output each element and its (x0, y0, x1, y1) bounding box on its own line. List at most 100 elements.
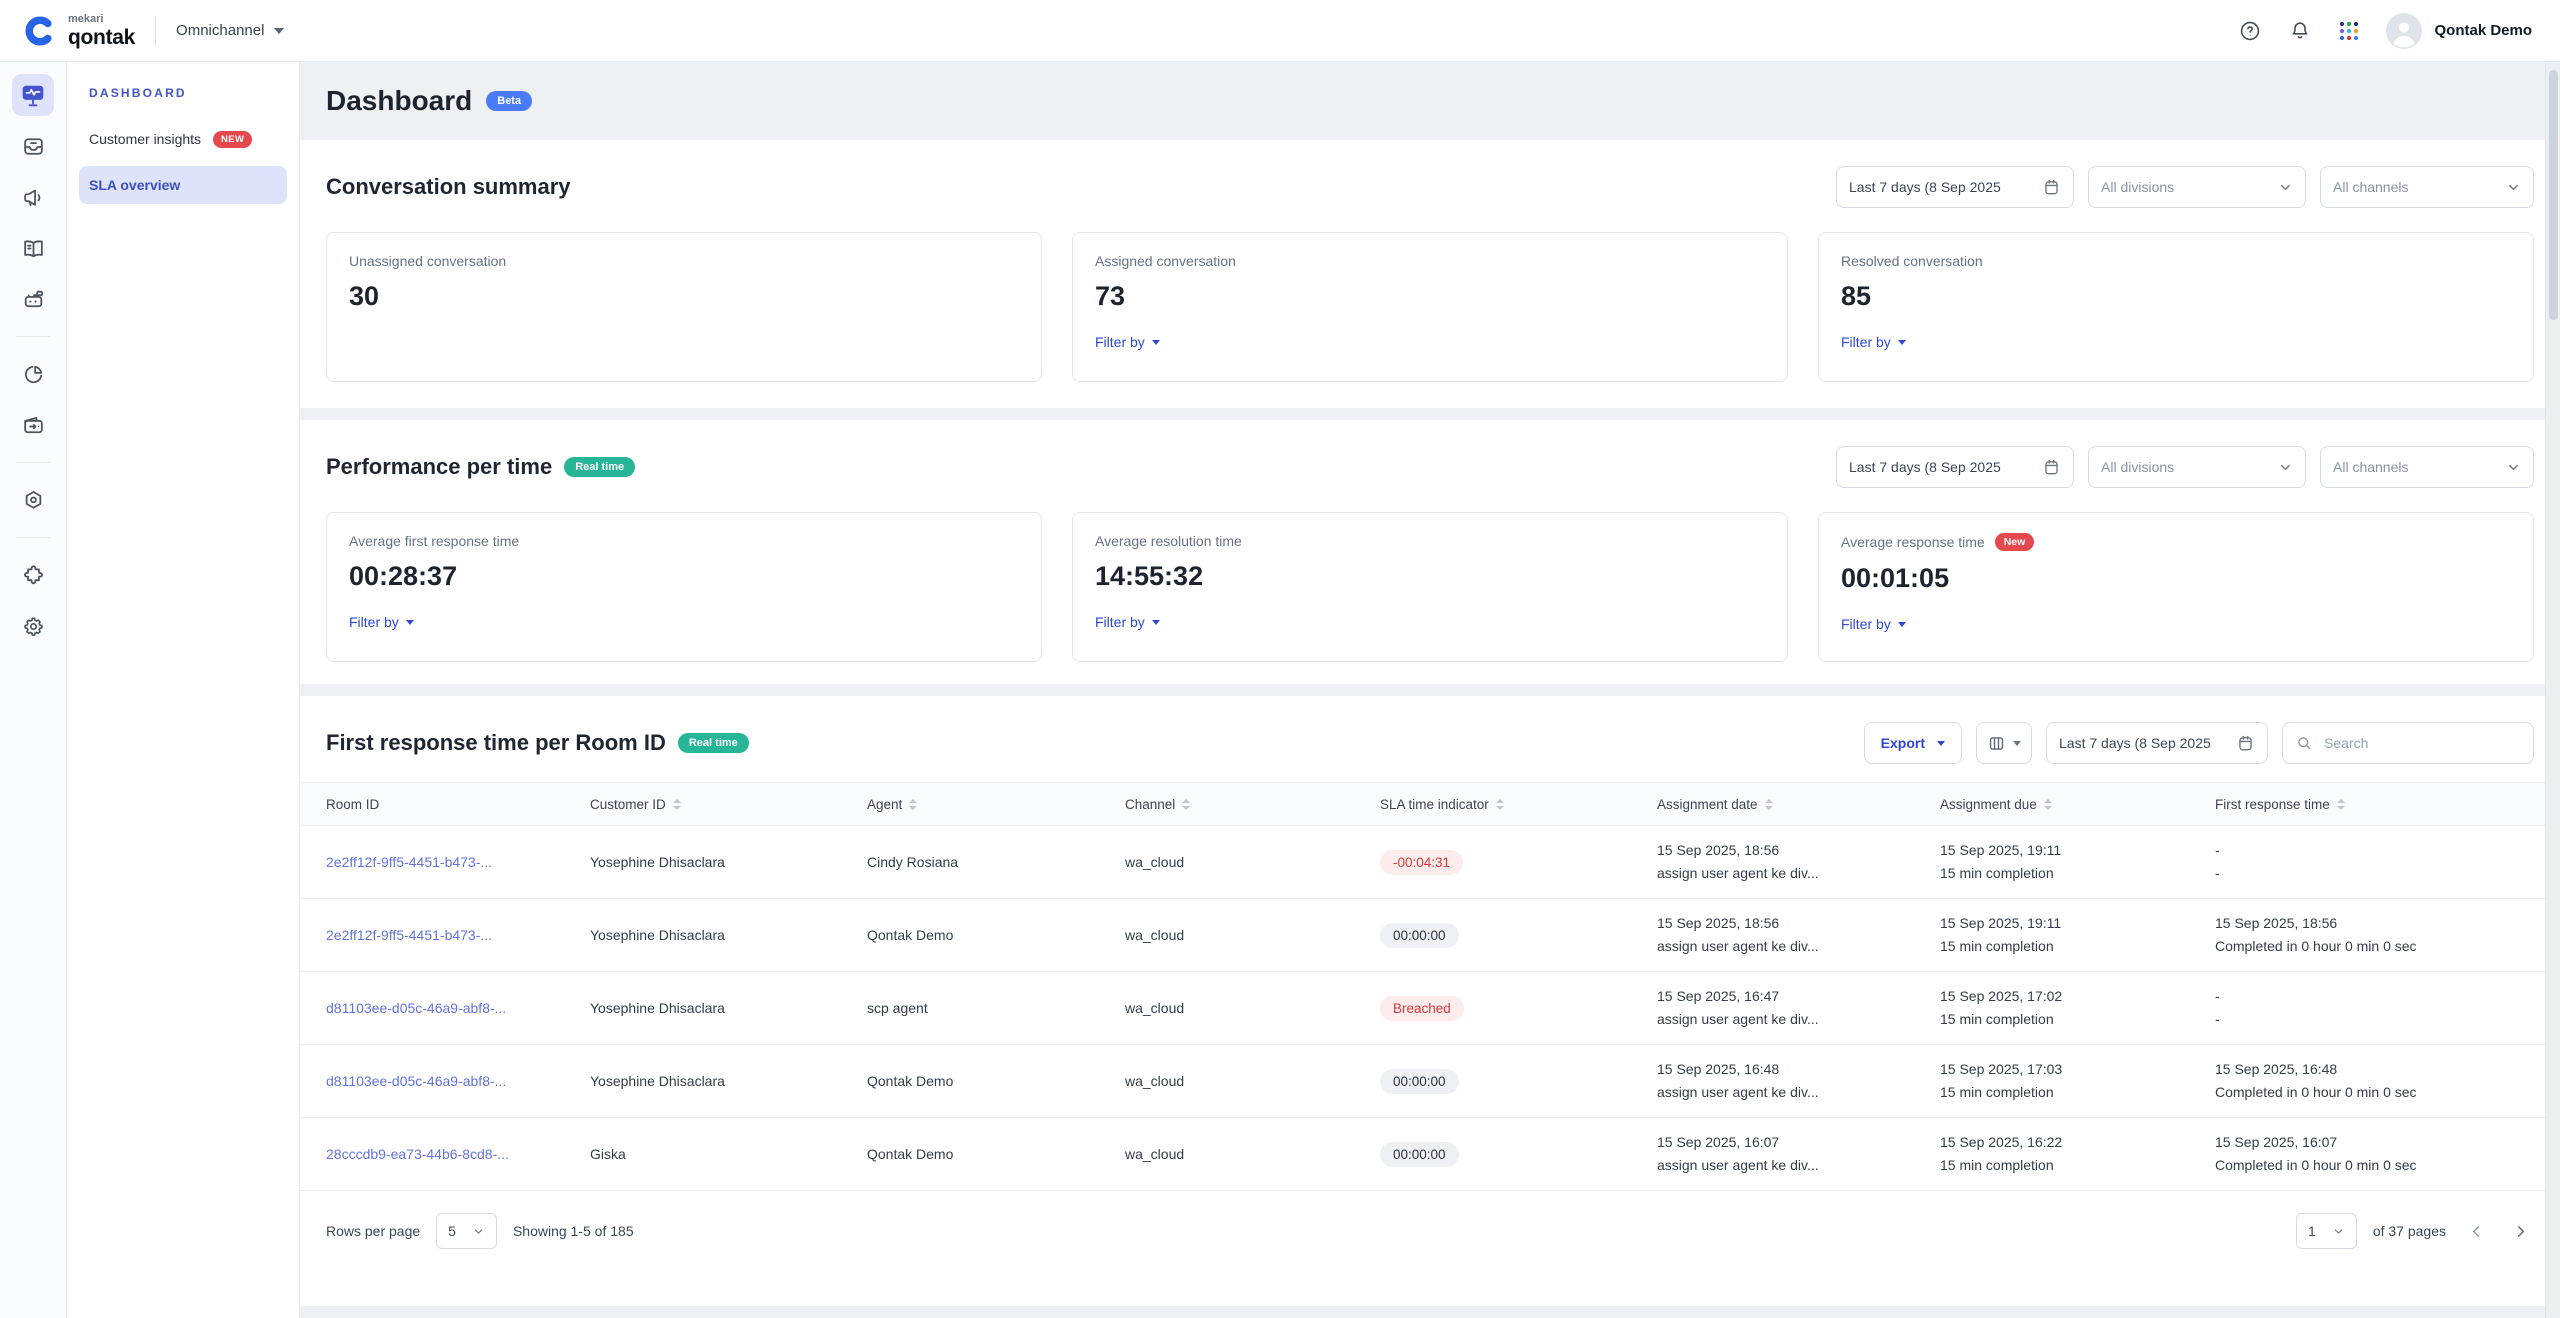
assignment-due-cell: 15 Sep 2025, 17:0315 min completion (1940, 1058, 2215, 1104)
stat-value: 00:28:37 (349, 561, 1019, 592)
mekari-qontak-logo[interactable]: mekari qontak (22, 13, 135, 49)
calendar-icon (2042, 178, 2061, 197)
new-badge: New (1995, 533, 2035, 551)
column-header-first-response[interactable]: First response time (2215, 797, 2534, 812)
sort-icon[interactable] (1765, 799, 1773, 810)
date-range-picker[interactable]: Last 7 days (8 Sep 2025 (1836, 166, 2074, 208)
column-settings-button[interactable] (1976, 722, 2032, 764)
column-header-assignment-due[interactable]: Assignment due (1940, 797, 2215, 812)
export-button[interactable]: Export (1864, 722, 1962, 764)
nav-dashboard[interactable] (12, 74, 54, 116)
divisions-dropdown[interactable]: All divisions (2088, 166, 2306, 208)
sort-icon[interactable] (673, 799, 681, 810)
customer-cell: Yosephine Dhisaclara (590, 854, 867, 870)
nav-broadcast[interactable] (12, 176, 54, 218)
table-row: d81103ee-d05c-46a9-abf8-... Yosephine Dh… (300, 972, 2560, 1045)
chevron-down-icon (1898, 340, 1906, 345)
wallet-icon (21, 413, 46, 438)
nav-integrations[interactable] (12, 554, 54, 596)
due-date: 15 Sep 2025, 16:22 (1940, 1131, 2215, 1154)
filter-by-link[interactable]: Filter by (1095, 334, 1160, 350)
help-icon[interactable] (2238, 19, 2262, 43)
sort-icon[interactable] (2337, 799, 2345, 810)
scrollbar-thumb[interactable] (2549, 70, 2558, 320)
frt-note: Completed in 0 hour 0 min 0 sec (2215, 1154, 2534, 1177)
divisions-value: All divisions (2101, 459, 2174, 475)
apps-grid-icon[interactable] (2338, 20, 2360, 42)
assignment-due-cell: 15 Sep 2025, 16:2215 min completion (1940, 1131, 2215, 1177)
frt-table-section: First response time per Room ID Real tim… (300, 696, 2560, 1306)
app-switcher[interactable]: Omnichannel (176, 22, 284, 39)
channels-dropdown[interactable]: All channels (2320, 446, 2534, 488)
assignment-due-cell: 15 Sep 2025, 19:1115 min completion (1940, 912, 2215, 958)
filter-by-link[interactable]: Filter by (349, 614, 414, 630)
column-header-customer-id[interactable]: Customer ID (590, 797, 867, 812)
puzzle-icon (21, 563, 46, 588)
assignment-date: 15 Sep 2025, 16:48 (1657, 1058, 1940, 1081)
column-label: First response time (2215, 797, 2330, 812)
sidebar-item-sla-overview[interactable]: SLA overview (79, 166, 287, 204)
column-header-room-id[interactable]: Room ID (326, 797, 590, 812)
page-value: 1 (2308, 1223, 2316, 1239)
previous-page-button[interactable] (2462, 1217, 2490, 1245)
stat-card-first-response: Average first response time 00:28:37 Fil… (326, 512, 1042, 662)
next-page-button[interactable] (2506, 1217, 2534, 1245)
stat-label: Average first response time (349, 533, 519, 549)
gear-icon (21, 614, 46, 639)
notifications-bell-icon[interactable] (2288, 19, 2312, 43)
filter-by-label: Filter by (1095, 614, 1145, 630)
room-id-link[interactable]: d81103ee-d05c-46a9-abf8-... (326, 1073, 506, 1089)
chevron-down-icon (1937, 741, 1945, 746)
sla-indicator-badge: -00:04:31 (1380, 850, 1463, 875)
rows-per-page-select[interactable]: 5 (436, 1213, 497, 1249)
nav-settings[interactable] (12, 605, 54, 647)
nav-balance[interactable] (12, 404, 54, 446)
assignment-date-cell: 15 Sep 2025, 16:48assign user agent ke d… (1657, 1058, 1940, 1104)
assignment-date-cell: 15 Sep 2025, 16:47assign user agent ke d… (1657, 985, 1940, 1031)
nav-chatbot[interactable] (12, 278, 54, 320)
frt-note: - (2215, 1008, 2534, 1031)
page-select[interactable]: 1 (2296, 1213, 2357, 1249)
column-header-agent[interactable]: Agent (867, 797, 1125, 812)
divisions-value: All divisions (2101, 179, 2174, 195)
export-label: Export (1881, 735, 1925, 751)
nav-reports[interactable] (12, 353, 54, 395)
page-scrollbar[interactable] (2545, 62, 2560, 1318)
nav-knowledge-base[interactable] (12, 227, 54, 269)
column-header-sla[interactable]: SLA time indicator (1380, 797, 1657, 812)
sort-icon[interactable] (2044, 799, 2052, 810)
room-id-link[interactable]: 2e2ff12f-9ff5-4451-b473-... (326, 854, 492, 870)
filter-by-link[interactable]: Filter by (1841, 334, 1906, 350)
date-range-value: Last 7 days (8 Sep 2025 (1849, 459, 2001, 475)
page-title: Dashboard (326, 85, 472, 117)
filter-by-link[interactable]: Filter by (1841, 616, 1906, 632)
rail-divider (16, 462, 50, 463)
section-title: First response time per Room ID (326, 730, 666, 756)
column-header-assignment-date[interactable]: Assignment date (1657, 797, 1940, 812)
assignment-note: assign user agent ke div... (1657, 1154, 1940, 1177)
filter-by-link[interactable]: Filter by (1095, 614, 1160, 630)
room-id-link[interactable]: 2e2ff12f-9ff5-4451-b473-... (326, 927, 492, 943)
sidebar: DASHBOARD Customer insights NEW SLA over… (67, 62, 300, 1318)
sla-indicator-badge: Breached (1380, 996, 1464, 1021)
date-range-picker[interactable]: Last 7 days (8 Sep 2025 (2046, 722, 2268, 764)
room-id-link[interactable]: 28cccdb9-ea73-44b6-8cd8-... (326, 1146, 509, 1162)
stat-value: 85 (1841, 281, 2511, 312)
sort-icon[interactable] (1496, 799, 1504, 810)
user-menu[interactable]: Qontak Demo (2386, 13, 2532, 49)
date-range-value: Last 7 days (8 Sep 2025 (1849, 179, 2001, 195)
search-input[interactable] (2322, 734, 2521, 752)
date-range-picker[interactable]: Last 7 days (8 Sep 2025 (1836, 446, 2074, 488)
nav-inbox[interactable] (12, 125, 54, 167)
frt-date: 15 Sep 2025, 16:07 (2215, 1131, 2534, 1154)
sidebar-item-customer-insights[interactable]: Customer insights NEW (79, 120, 287, 158)
filter-by-label: Filter by (349, 614, 399, 630)
sort-icon[interactable] (1182, 799, 1190, 810)
sort-icon[interactable] (909, 799, 917, 810)
columns-icon (1987, 734, 2006, 753)
divisions-dropdown[interactable]: All divisions (2088, 446, 2306, 488)
channels-dropdown[interactable]: All channels (2320, 166, 2534, 208)
nav-setup[interactable] (12, 479, 54, 521)
room-id-link[interactable]: d81103ee-d05c-46a9-abf8-... (326, 1000, 506, 1016)
column-header-channel[interactable]: Channel (1125, 797, 1380, 812)
